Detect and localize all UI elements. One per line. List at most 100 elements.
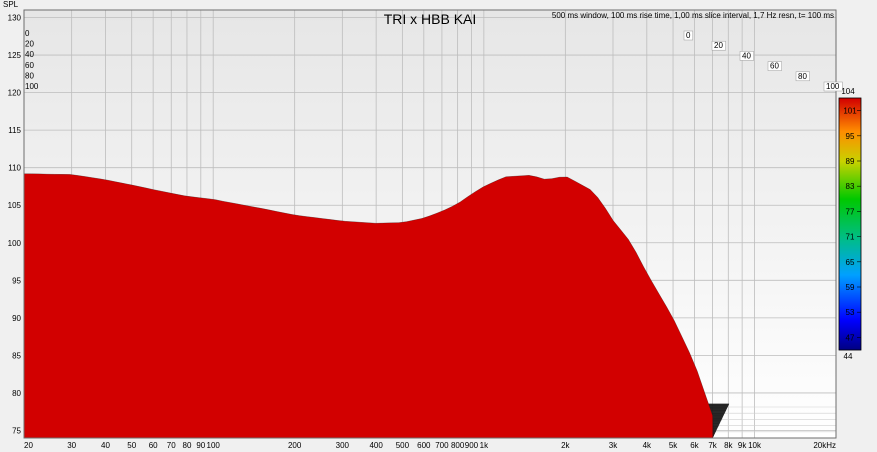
colorbar-band	[839, 317, 861, 319]
colorbar-band	[839, 133, 861, 135]
y-tick-label: 130	[8, 14, 22, 23]
colorbar-band	[839, 209, 861, 211]
colorbar-band	[839, 329, 861, 331]
colorbar-band	[839, 343, 861, 345]
colorbar-band	[839, 270, 861, 272]
depth-tick-label-left: 80	[25, 71, 34, 80]
colorbar-band	[839, 134, 861, 136]
colorbar-band	[839, 249, 861, 251]
colorbar-band	[839, 228, 861, 230]
colorbar-band	[839, 105, 861, 107]
colorbar-band	[839, 168, 861, 170]
colorbar-band	[839, 216, 861, 218]
colorbar-band	[839, 148, 861, 150]
colorbar-band	[839, 325, 861, 327]
colorbar-band	[839, 342, 861, 344]
colorbar-band	[839, 242, 861, 244]
colorbar-band	[839, 109, 861, 111]
x-tick-label: 90	[196, 441, 205, 450]
colorbar-band	[839, 253, 861, 255]
colorbar-band	[839, 224, 861, 226]
colorbar-band	[839, 226, 861, 228]
colorbar-band	[839, 251, 861, 253]
colorbar-band	[839, 137, 861, 139]
colorbar-band	[839, 338, 861, 340]
colorbar-band	[839, 98, 861, 100]
colorbar-band	[839, 246, 861, 248]
colorbar-band	[839, 114, 861, 116]
colorbar-band	[839, 297, 861, 299]
colorbar-band	[839, 111, 861, 113]
colorbar-band	[839, 123, 861, 125]
depth-tick-label-right: 40	[742, 51, 751, 60]
colorbar-band	[839, 201, 861, 203]
x-tick-label: 300	[336, 441, 350, 450]
colorbar-band	[839, 285, 861, 287]
colorbar-band	[839, 208, 861, 210]
colorbar-band	[839, 231, 861, 233]
colorbar-band	[839, 328, 861, 330]
colorbar-band	[839, 160, 861, 162]
x-tick-label: 100	[207, 441, 221, 450]
colorbar-tick-label: 101	[843, 107, 857, 116]
colorbar-band	[839, 272, 861, 274]
colorbar-band	[839, 307, 861, 309]
depth-tick-label-left: 60	[25, 61, 34, 70]
depth-tick-label-left: 20	[25, 40, 34, 49]
colorbar-tick-label: 83	[846, 182, 855, 191]
colorbar-band	[839, 274, 861, 276]
colorbar-band	[839, 147, 861, 149]
colorbar-band	[839, 213, 861, 215]
colorbar-band	[839, 103, 861, 105]
colorbar-band	[839, 287, 861, 289]
colorbar-band	[839, 135, 861, 137]
colorbar-band	[839, 207, 861, 209]
colorbar-band	[839, 217, 861, 219]
colorbar-band	[839, 199, 861, 201]
x-axis: 20 30 40 50 60 70 80 90 100 200 300 400 500 600 700 800…	[24, 441, 836, 450]
colorbar-band	[839, 151, 861, 153]
x-tick-label: 1k	[480, 441, 489, 450]
colorbar-band	[839, 304, 861, 306]
colorbar-band	[839, 180, 861, 182]
colorbar-band	[839, 167, 861, 169]
colorbar-band	[839, 196, 861, 198]
colorbar-band	[839, 186, 861, 188]
colorbar-band	[839, 280, 861, 282]
colorbar-band	[839, 252, 861, 254]
colorbar-band	[839, 330, 861, 332]
y-tick-label: 105	[8, 201, 22, 210]
colorbar-band	[839, 158, 861, 160]
colorbar-tick-label: 47	[846, 333, 855, 342]
colorbar-band	[839, 241, 861, 243]
colorbar-band	[839, 301, 861, 303]
colorbar-band	[839, 198, 861, 200]
colorbar-band	[839, 262, 861, 264]
depth-tick-label-right: 100	[826, 82, 840, 91]
colorbar-band	[839, 170, 861, 172]
y-tick-label: 80	[12, 389, 21, 398]
x-tick-label: 900	[465, 441, 479, 450]
colorbar-band	[839, 290, 861, 292]
y-axis: 75 80 85 90 95 100 105 110 115 120 125 130	[8, 14, 22, 436]
colorbar-band	[839, 275, 861, 277]
colorbar-band	[839, 183, 861, 185]
colorbar-band	[839, 268, 861, 270]
x-tick-label: 800	[451, 441, 465, 450]
colorbar-band	[839, 122, 861, 124]
depth-tick-box	[795, 71, 810, 82]
colorbar-band	[839, 316, 861, 318]
colorbar-band	[839, 324, 861, 326]
colorbar-band	[839, 237, 861, 239]
depth-tick-label-right: 60	[770, 62, 779, 71]
colorbar-band	[839, 278, 861, 280]
colorbar-band	[839, 146, 861, 148]
colorbar-band	[839, 227, 861, 229]
colorbar-band	[839, 129, 861, 131]
colorbar-band	[839, 240, 861, 242]
colorbar-band	[839, 346, 861, 348]
colorbar-band	[839, 106, 861, 108]
depth-tick-label-left: 40	[25, 50, 34, 59]
colorbar-band	[839, 113, 861, 115]
